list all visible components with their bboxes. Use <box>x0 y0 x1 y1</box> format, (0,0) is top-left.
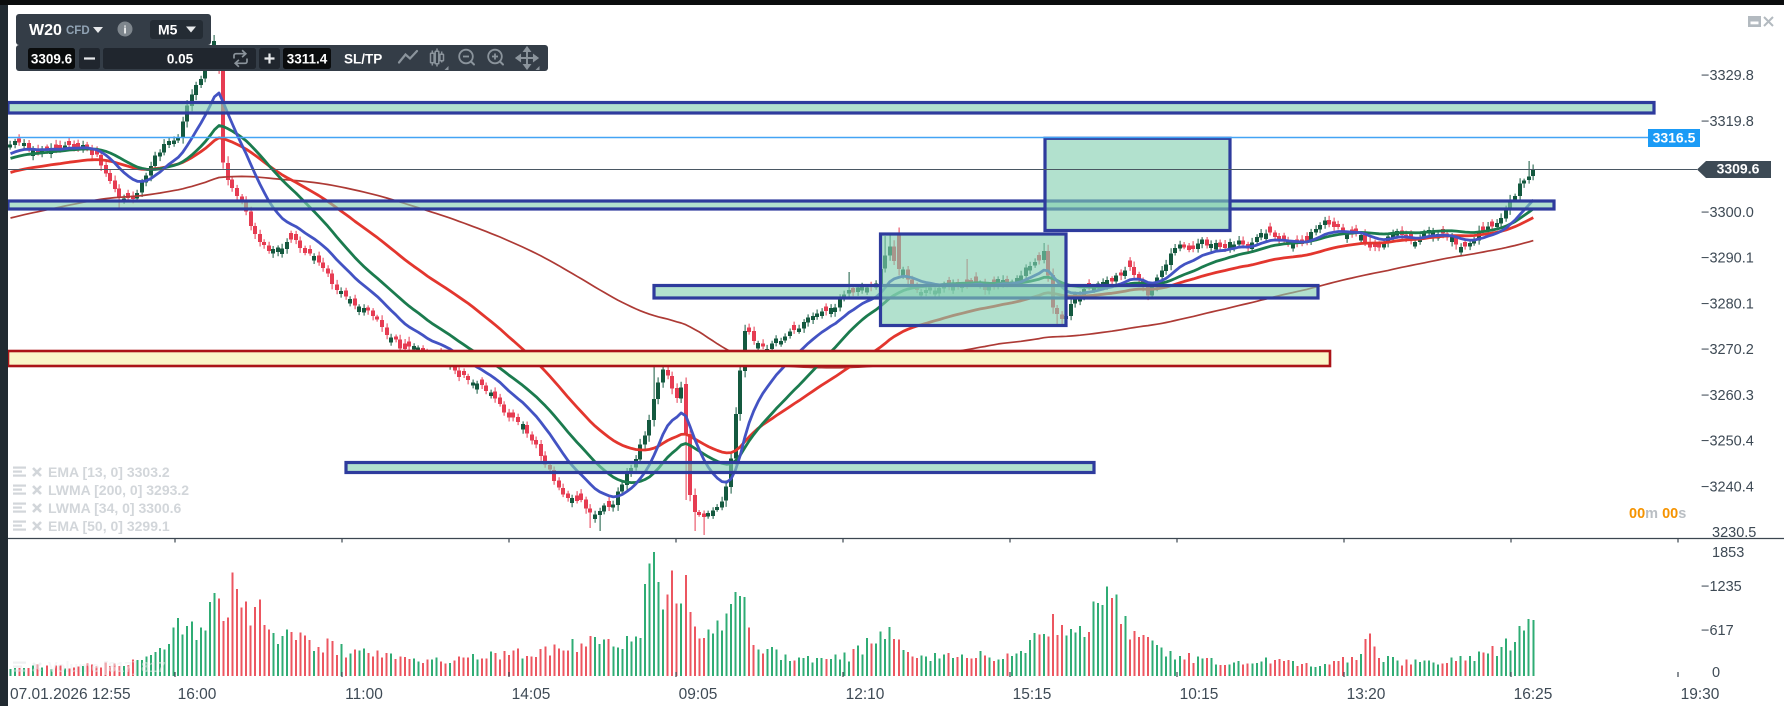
svg-text:−3260.3: −3260.3 <box>1701 388 1754 404</box>
svg-text:14:05: 14:05 <box>512 686 551 703</box>
svg-text:SL/TP: SL/TP <box>344 52 382 67</box>
svg-text:07.01.2026 12:55: 07.01.2026 12:55 <box>10 686 131 703</box>
svg-text:−3290.1: −3290.1 <box>1701 251 1754 267</box>
svg-text:11:00: 11:00 <box>345 686 383 703</box>
svg-text:0: 0 <box>1712 665 1720 681</box>
svg-text:13:20: 13:20 <box>1347 686 1386 703</box>
svg-text:i: i <box>123 25 126 37</box>
svg-text:−3300.0: −3300.0 <box>1701 205 1754 221</box>
svg-text:3316.5: 3316.5 <box>1653 130 1696 146</box>
svg-text:10:15: 10:15 <box>1180 686 1219 703</box>
svg-text:3230.5: 3230.5 <box>1712 525 1756 541</box>
svg-text:15:15: 15:15 <box>1013 686 1052 703</box>
svg-text:−3329.8: −3329.8 <box>1701 68 1754 84</box>
svg-text:LWMA [200, 0] 3293.2: LWMA [200, 0] 3293.2 <box>48 482 189 498</box>
svg-text:00m 00s: 00m 00s <box>1629 506 1686 522</box>
svg-text:W20: W20 <box>29 22 62 39</box>
svg-text:−3240.4: −3240.4 <box>1701 479 1754 495</box>
svg-text:1853: 1853 <box>1712 545 1744 561</box>
svg-text:16:25: 16:25 <box>1514 686 1553 703</box>
svg-text:3309.6: 3309.6 <box>31 52 73 67</box>
svg-text:12:10: 12:10 <box>846 686 885 703</box>
svg-text:−3250.4: −3250.4 <box>1701 433 1754 449</box>
svg-text:−3270.2: −3270.2 <box>1701 342 1754 358</box>
svg-text:M5: M5 <box>158 22 178 38</box>
svg-text:−3280.1: −3280.1 <box>1701 297 1754 313</box>
svg-text:3309.6: 3309.6 <box>1717 161 1760 177</box>
svg-text:LWMA [34, 0] 3300.6: LWMA [34, 0] 3300.6 <box>48 500 182 516</box>
svg-text:−3319.8: −3319.8 <box>1701 114 1754 130</box>
svg-text:0.05: 0.05 <box>167 52 194 67</box>
svg-text:CFD: CFD <box>66 25 90 37</box>
svg-text:EMA [13, 0] 3303.2: EMA [13, 0] 3303.2 <box>48 464 170 480</box>
svg-text:−617: −617 <box>1701 623 1734 639</box>
svg-text:3311.4: 3311.4 <box>287 52 328 67</box>
svg-text:16:00: 16:00 <box>178 686 217 703</box>
svg-text:09:05: 09:05 <box>679 686 718 703</box>
svg-text:−1235: −1235 <box>1701 579 1742 595</box>
svg-text:Volume [817] 817: Volume [817] 817 <box>48 660 165 676</box>
svg-text:EMA [50, 0] 3299.1: EMA [50, 0] 3299.1 <box>48 518 170 534</box>
svg-text:19:30: 19:30 <box>1681 686 1720 703</box>
